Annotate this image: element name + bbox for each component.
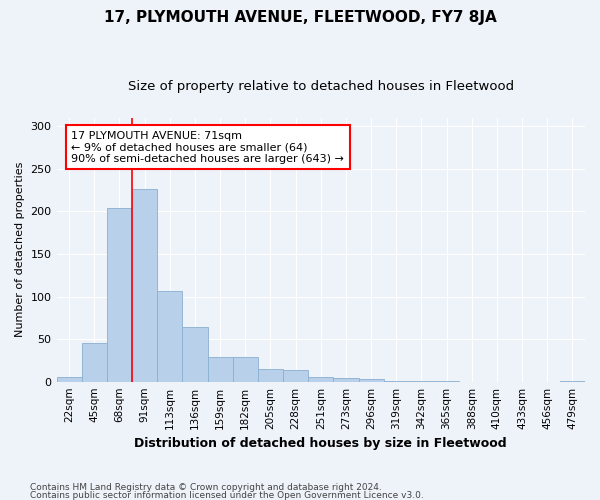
X-axis label: Distribution of detached houses by size in Fleetwood: Distribution of detached houses by size … [134, 437, 507, 450]
Bar [233, 357, 258, 382]
Bar [283, 370, 308, 382]
Bar [107, 208, 132, 382]
Text: 17 PLYMOUTH AVENUE: 71sqm
← 9% of detached houses are smaller (64)
90% of semi-d: 17 PLYMOUTH AVENUE: 71sqm ← 9% of detach… [71, 130, 344, 164]
Bar [334, 378, 359, 382]
Bar [182, 327, 208, 382]
Bar [157, 292, 182, 382]
Bar [258, 369, 283, 382]
Text: 17, PLYMOUTH AVENUE, FLEETWOOD, FY7 8JA: 17, PLYMOUTH AVENUE, FLEETWOOD, FY7 8JA [104, 10, 496, 25]
Y-axis label: Number of detached properties: Number of detached properties [15, 162, 25, 338]
Bar [409, 381, 434, 382]
Bar [82, 342, 107, 382]
Bar [434, 381, 459, 382]
Bar [56, 378, 82, 382]
Bar [560, 381, 585, 382]
Bar [308, 378, 334, 382]
Title: Size of property relative to detached houses in Fleetwood: Size of property relative to detached ho… [128, 80, 514, 93]
Text: Contains HM Land Registry data © Crown copyright and database right 2024.: Contains HM Land Registry data © Crown c… [30, 484, 382, 492]
Bar [359, 379, 383, 382]
Bar [383, 381, 409, 382]
Text: Contains public sector information licensed under the Open Government Licence v3: Contains public sector information licen… [30, 490, 424, 500]
Bar [208, 357, 233, 382]
Bar [132, 190, 157, 382]
